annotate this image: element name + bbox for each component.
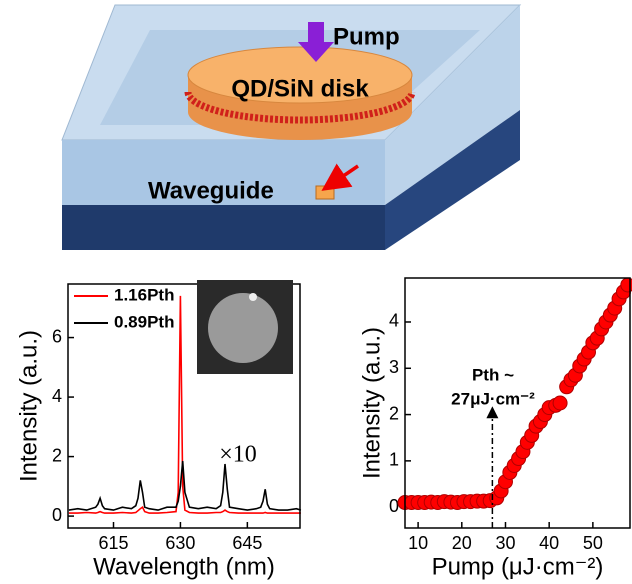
disk-label: QD/SiN disk (231, 75, 369, 102)
inset-spot (249, 293, 257, 301)
x-tick-label: 615 (98, 533, 128, 553)
x-tick-label: 40 (539, 533, 559, 553)
y-axis-label: Intensity (a.u.) (358, 327, 385, 479)
y-tick-label: 2 (389, 403, 399, 423)
y-tick-label: 4 (52, 386, 62, 406)
annotation: ×10 (219, 442, 257, 468)
y-tick-label: 0 (389, 496, 399, 516)
y-tick-label: 0 (52, 505, 62, 525)
waveguide-port (316, 186, 334, 199)
inset-disk (208, 293, 278, 363)
x-tick-label: 50 (583, 533, 603, 553)
x-tick-label: 20 (452, 533, 472, 553)
y-tick-label: 2 (52, 445, 62, 465)
y-tick-label: 1 (389, 450, 399, 470)
chart: 10 20 30 40 50 0 1 2 3 4 Pump (μJ·cm⁻²) Intensity (… (358, 278, 632, 580)
x-tick-label: 645 (232, 533, 262, 553)
y-tick-label: 4 (389, 311, 399, 331)
legend-label: 0.89Pth (114, 312, 174, 331)
figure: Pump QD/SiN disk Waveguide 6156306450246… (0, 0, 632, 584)
x-axis-label: Pump (μJ·cm⁻²) (432, 553, 604, 580)
annotation: 27μJ·cm⁻² (451, 389, 535, 408)
waveguide-label: Waveguide (148, 177, 274, 204)
x-axis-label: Wavelength (nm) (93, 553, 275, 580)
annotation: Pth ~ (472, 365, 514, 384)
y-tick-label: 6 (52, 326, 62, 346)
data-point (553, 396, 567, 410)
inset-image (197, 280, 293, 374)
y-tick-label: 3 (389, 357, 399, 377)
pump-label: Pump (333, 23, 400, 50)
y-axis-label: Intensity (a.u.) (15, 330, 42, 482)
legend-label: 1.16Pth (114, 285, 174, 304)
x-tick-label: 630 (165, 533, 195, 553)
schematic: Pump QD/SiN disk Waveguide (62, 5, 520, 250)
substrate-front (62, 205, 385, 250)
x-tick-label: 30 (495, 533, 515, 553)
x-tick-label: 10 (408, 533, 428, 553)
